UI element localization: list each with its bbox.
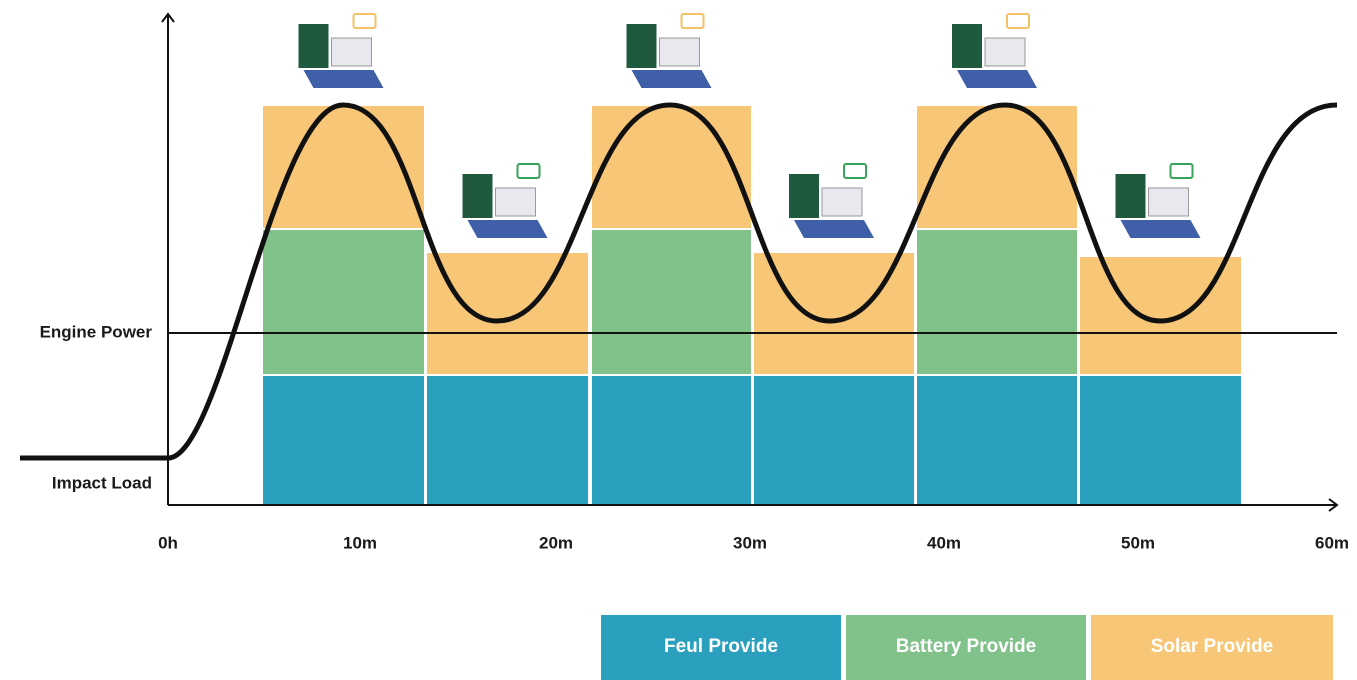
cabinet-icon	[789, 174, 819, 218]
provide-blocks	[263, 106, 1241, 505]
panel-icon	[303, 70, 384, 88]
cabinet-icon	[626, 24, 657, 68]
battery-block	[263, 230, 424, 374]
battery-block	[917, 230, 1077, 374]
panel-icon	[957, 70, 1037, 88]
house-icon	[1148, 187, 1189, 217]
x-labels: 0h 10m 20m 30m 40m 50m 60m	[158, 533, 1349, 552]
x-label: 0h	[158, 533, 178, 552]
battery-icon	[352, 13, 377, 29]
house-icon	[821, 187, 863, 217]
fuel-block	[427, 376, 588, 505]
x-label: 30m	[733, 533, 767, 552]
battery-block	[592, 230, 751, 374]
legend-label: Battery Provide	[896, 636, 1036, 657]
battery-icon	[516, 163, 541, 179]
fuel-block	[592, 376, 751, 505]
x-label: 40m	[927, 533, 961, 552]
legend-label: Solar Provide	[1151, 636, 1274, 657]
panel-icon	[1120, 220, 1201, 238]
x-label: 50m	[1121, 533, 1155, 552]
battery-icon	[1169, 163, 1194, 179]
legend-label: Feul Provide	[664, 636, 778, 657]
x-label: 20m	[539, 533, 573, 552]
fuel-block	[1080, 376, 1241, 505]
x-label: 10m	[343, 533, 377, 552]
y-label: Impact Load	[52, 473, 152, 492]
load-curve	[20, 102, 1338, 461]
equipment-icons	[298, 13, 1201, 238]
legend: Feul Provide Battery Provide Solar Provide	[601, 615, 1333, 680]
solar-block	[427, 253, 588, 374]
house-icon	[984, 37, 1026, 67]
legend-swatch	[1091, 615, 1333, 680]
solar-block	[917, 106, 1077, 228]
x-label: 60m	[1315, 533, 1349, 552]
cabinet-icon	[298, 24, 329, 68]
fuel-block	[263, 376, 424, 505]
house-icon	[659, 37, 700, 67]
battery-icon	[1006, 13, 1030, 29]
cabinet-icon	[1115, 174, 1146, 218]
battery-icon	[843, 163, 867, 179]
legend-swatch	[846, 615, 1086, 680]
house-icon	[331, 37, 372, 67]
solar-block	[1080, 257, 1241, 374]
battery-icon	[680, 13, 705, 29]
panel-icon	[467, 220, 548, 238]
cabinet-icon	[952, 24, 982, 68]
house-icon	[495, 187, 536, 217]
solar-block	[263, 106, 424, 228]
y-label: Engine Power	[40, 322, 153, 341]
cabinet-icon	[462, 174, 493, 218]
legend-swatch	[601, 615, 841, 680]
solar-block	[592, 106, 751, 228]
panel-icon	[631, 70, 712, 88]
fuel-block	[754, 376, 914, 505]
fuel-block	[917, 376, 1077, 505]
panel-icon	[794, 220, 874, 238]
